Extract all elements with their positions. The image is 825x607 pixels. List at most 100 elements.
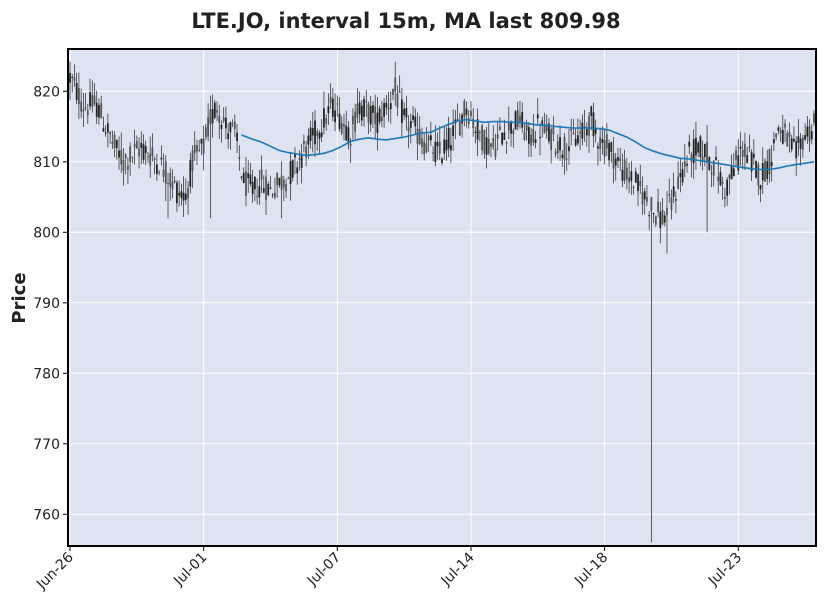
candle-body [576,135,579,144]
candle-body [320,132,323,137]
candle-body [641,192,644,205]
candle-body [124,154,127,158]
candle-body [623,159,626,181]
candle-body [91,94,94,108]
candle-body [193,145,196,153]
candle-body [654,216,657,225]
candle-body [407,127,410,132]
candle-body [162,169,165,177]
candle-body [692,139,695,164]
candle-body [750,152,753,172]
candle-body [396,93,399,108]
candle-body [532,128,535,143]
candle-body [142,144,145,160]
candle-body [187,188,189,199]
candle-body [245,171,247,196]
candle-body [296,167,299,174]
candle-body [160,157,163,160]
candle-body [770,161,773,167]
candle-body [505,142,508,144]
candle-body [240,176,243,178]
candle-body [265,176,267,200]
candle-body [269,187,272,189]
candle-body [316,130,319,136]
candle-body [82,109,85,112]
candle-body [383,103,385,117]
candle-body [617,157,619,161]
candles-group [69,61,815,543]
candle-body [781,129,784,144]
candle-body [630,171,633,182]
candle-body [530,134,532,146]
candle-body [418,129,421,145]
candle-body [280,175,283,190]
y-tick-label: 770 [33,437,60,453]
candle-body [196,145,198,152]
candle-body [365,101,368,103]
candle-body [632,187,635,189]
candle-body [646,196,648,202]
candle-body [180,191,183,198]
candle-body [494,148,497,157]
candle-body [810,131,813,140]
candle-body [329,96,332,104]
candle-body [233,121,236,129]
candle-body [327,106,330,114]
candle-body [104,132,107,134]
candle-body [138,148,140,157]
candle-body [628,177,631,183]
candle-body [699,136,702,158]
candle-body [603,140,606,157]
plot-area [68,49,816,546]
candle-body [412,115,414,120]
candle-body [416,128,419,144]
candle-body [84,107,87,109]
x-tick-label: Jul-14 [438,549,478,589]
candle-body [447,128,450,149]
candle-body [668,194,671,196]
candle-body [129,146,132,162]
candle-body [204,127,207,138]
candle-body [534,139,537,143]
candle-body [695,137,697,156]
candle-body [289,161,292,185]
chart-title: LTE.JO, interval 15m, MA last 809.98 [191,9,620,33]
candle-body [376,112,379,134]
candle-body [476,119,479,140]
candle-body [483,129,486,154]
candle-body [343,123,345,127]
candle-body [300,153,303,168]
candle-body [690,154,693,163]
candle-body [597,146,599,149]
candle-body [352,115,354,125]
candle-body [728,175,731,179]
candle-body [552,127,555,135]
candle-body [358,102,361,115]
candle-body [808,126,811,142]
candle-body [621,169,624,181]
candle-body [543,124,546,134]
candle-body [314,120,316,145]
candle-body [291,160,294,178]
candle-body [568,146,570,152]
candle-body [710,172,713,174]
candle-body [637,174,639,192]
candle-body [220,124,223,129]
candle-body [806,126,809,137]
candle-body [111,142,114,144]
candle-body [527,127,530,144]
candle-body [131,156,134,158]
x-axis: Jun-26 Jul-01 Jul-07 Jul-14 Jul-18 Jul-23 [33,546,745,593]
candle-body [95,102,98,117]
candle-body [592,112,595,137]
candle-body [287,177,290,179]
candle-body [231,123,234,125]
candle-body [463,100,466,118]
candle-body [434,141,437,163]
candle-body [478,131,481,133]
candle-body [773,139,775,144]
candle-body [443,139,446,154]
candle-body [98,105,100,118]
candle-body [572,132,575,134]
x-tick-label: Jun-26 [33,549,77,593]
